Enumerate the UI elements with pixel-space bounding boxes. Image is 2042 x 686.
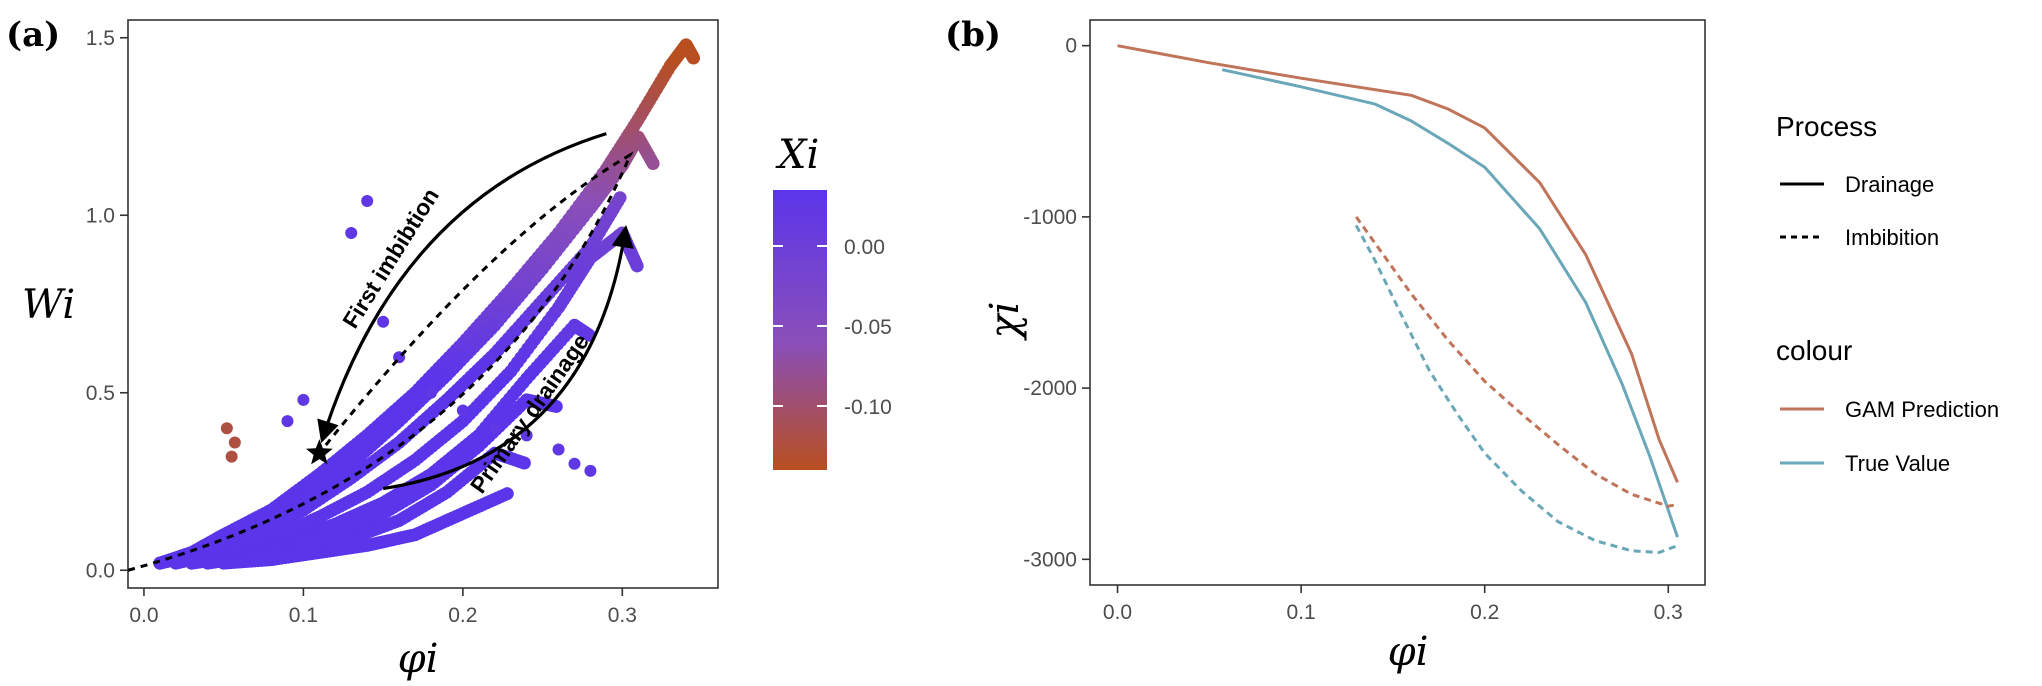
x-tick-label: 0.1 xyxy=(289,604,318,627)
legend-colour-title: colour xyxy=(1776,335,1852,366)
scatter-point xyxy=(424,386,437,399)
panel-a-x-label: φi xyxy=(398,636,439,682)
curve-point xyxy=(613,191,627,205)
panel-a-y-label: Wi xyxy=(22,282,75,328)
scatter-point xyxy=(552,443,565,456)
curve-point xyxy=(646,157,660,171)
y-tick-label: -3000 xyxy=(1023,548,1077,571)
panel-b-y-axis: 0 -1000 -2000 -3000 xyxy=(1023,35,1090,571)
scatter-point xyxy=(345,227,358,239)
panel-b-y-label: χi xyxy=(982,301,1028,341)
primary-drainage-arrow xyxy=(382,225,634,491)
panel-b-label: (b) xyxy=(945,15,1001,55)
colorbar-tick-label: -0.05 xyxy=(844,316,892,339)
panel-a-y-axis: 0.0 0.5 1.0 1.5 xyxy=(86,27,128,582)
curve-point xyxy=(630,259,644,273)
legend-process-title: Process xyxy=(1776,111,1877,142)
panel-a-label: (a) xyxy=(6,15,60,55)
first-imbibition-label: First imbibtion xyxy=(337,183,444,332)
y-tick-label: -1000 xyxy=(1023,206,1077,229)
x-tick-label: 0.1 xyxy=(1287,601,1316,624)
x-tick-label: 0.3 xyxy=(1654,601,1683,624)
x-tick-label: 0.2 xyxy=(1470,601,1499,624)
colorbar: Xi 0.00 -0.05 -0.10 xyxy=(773,132,892,470)
imbibition-true-line xyxy=(1354,224,1679,554)
imbibition-gam-line xyxy=(1354,216,1678,508)
panel-a-loop-guides xyxy=(127,132,634,572)
legend-gam-label: GAM Prediction xyxy=(1845,397,1999,422)
first-imbibition-arrow xyxy=(317,132,607,444)
scatter-point xyxy=(584,464,597,477)
curve-point xyxy=(687,51,701,65)
legend: Process Drainage Imbibition colour GAM P… xyxy=(1776,111,1999,476)
scatter-point xyxy=(377,315,390,328)
panel-a-plot-frame xyxy=(127,19,719,589)
panel-b-lines xyxy=(1117,44,1679,554)
y-tick-label: -2000 xyxy=(1023,377,1077,400)
x-tick-label: 0.3 xyxy=(608,604,637,627)
colorbar-ticks: 0.00 -0.05 -0.10 xyxy=(773,236,892,419)
x-tick-label: 0.2 xyxy=(448,604,477,627)
legend-true-label: True Value xyxy=(1845,451,1950,476)
scatter-point xyxy=(220,422,233,435)
scatter-point xyxy=(297,393,310,406)
y-tick-label: 1.0 xyxy=(86,204,115,227)
panel-b-x-label: φi xyxy=(1388,629,1429,675)
x-tick-label: 0.0 xyxy=(129,604,158,627)
drainage-true-line xyxy=(1221,68,1679,538)
scatter-point xyxy=(225,450,238,463)
loop-dashed-line xyxy=(127,151,634,572)
star-marker-icon xyxy=(306,439,333,465)
y-tick-label: 0.0 xyxy=(86,559,115,582)
y-tick-label: 1.5 xyxy=(86,27,115,50)
legend-imbibition-label: Imbibition xyxy=(1845,225,1939,250)
curve-point xyxy=(517,456,531,470)
scatter-point xyxy=(361,195,374,208)
panel-a-x-axis: 0.0 0.1 0.2 0.3 xyxy=(129,588,637,627)
panel-b: (b) 0.0 0.1 0.2 0.3 0-1000-2000-3000 φi χi … xyxy=(945,15,1999,675)
scatter-point xyxy=(568,457,581,470)
legend-drainage-label: Drainage xyxy=(1845,172,1934,197)
scatter-point xyxy=(488,422,501,435)
panel-a: (a) First imbibtion Primary drainage 0.0… xyxy=(6,15,892,682)
scatter-point xyxy=(228,436,241,449)
panel-b-plot-frame xyxy=(1089,19,1706,586)
x-tick-label: 0.0 xyxy=(1103,601,1132,624)
scatter-point xyxy=(281,415,294,428)
y-tick-label: 0 xyxy=(1065,35,1077,58)
colorbar-gradient xyxy=(773,190,827,470)
scatter-point xyxy=(520,429,533,442)
panel-b-x-axis: 0.0 0.1 0.2 0.3 xyxy=(1103,585,1683,624)
colorbar-tick-label: 0.00 xyxy=(844,236,885,259)
panel-a-points xyxy=(153,38,701,570)
y-tick-label: 0.5 xyxy=(86,382,115,405)
scatter-point xyxy=(456,404,469,417)
colorbar-tick-label: -0.10 xyxy=(844,396,892,419)
colorbar-title: Xi xyxy=(775,132,819,178)
drainage-gam-line xyxy=(1117,44,1679,483)
curve-point xyxy=(500,487,514,501)
